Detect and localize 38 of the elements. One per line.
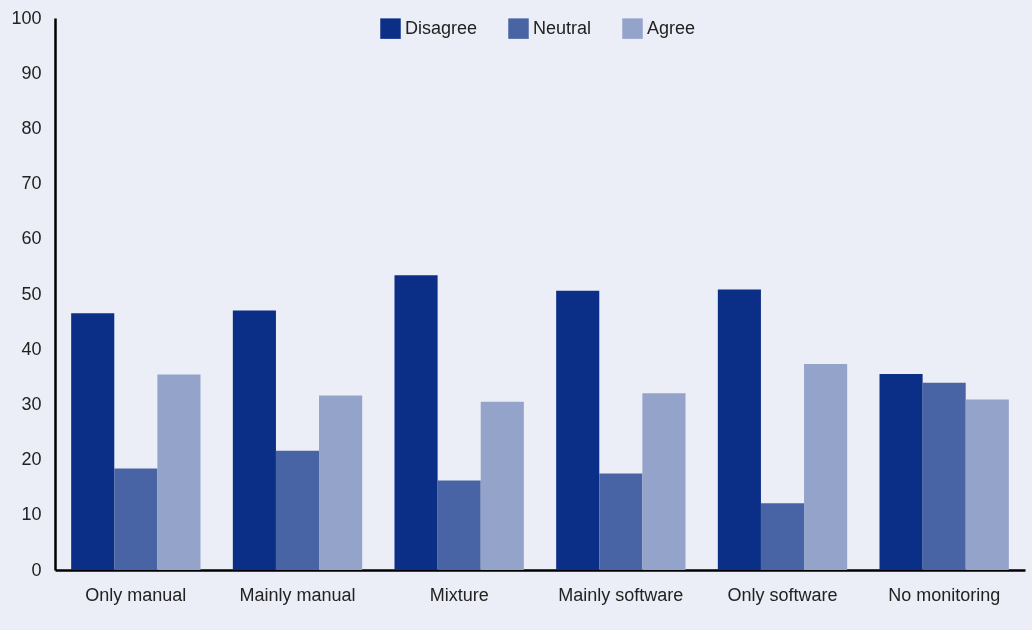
y-tick-label: 40 — [21, 338, 42, 359]
bar — [232, 310, 276, 570]
bar — [437, 480, 481, 570]
bar — [760, 503, 805, 570]
x-tick-label: Mainly manual — [239, 584, 356, 605]
bar — [965, 399, 1009, 570]
bar — [114, 468, 158, 570]
y-tick-label: 90 — [21, 62, 42, 83]
y-tick-label: 20 — [21, 449, 42, 470]
x-tick-label: Mainly software — [558, 584, 684, 605]
y-tick-label: 0 — [31, 559, 42, 580]
y-tick-label: 100 — [11, 7, 42, 28]
x-tick-label: Only software — [727, 584, 838, 605]
bar — [480, 401, 524, 570]
legend-label: Neutral — [533, 17, 592, 38]
y-tick-label: 60 — [21, 228, 42, 249]
bar — [599, 473, 643, 570]
bar — [394, 275, 438, 570]
y-tick-label: 30 — [21, 393, 42, 414]
bar — [804, 364, 848, 570]
x-tick-label: Only manual — [85, 584, 187, 605]
y-tick-label: 80 — [21, 117, 42, 138]
bar — [642, 393, 686, 570]
legend-label: Agree — [647, 17, 696, 38]
bar — [879, 374, 923, 570]
bar — [157, 374, 201, 570]
bar — [717, 289, 761, 570]
y-tick-label: 10 — [21, 504, 42, 525]
x-tick-label: Mixture — [429, 584, 489, 605]
x-tick-label: No monitoring — [888, 584, 1001, 605]
bar — [319, 395, 363, 570]
y-tick-label: 50 — [21, 283, 42, 304]
y-tick-label: 70 — [21, 173, 42, 194]
bar — [556, 290, 600, 570]
legend-label: Disagree — [405, 17, 478, 38]
bar — [71, 313, 115, 570]
bar — [922, 382, 966, 570]
bar — [275, 450, 320, 570]
